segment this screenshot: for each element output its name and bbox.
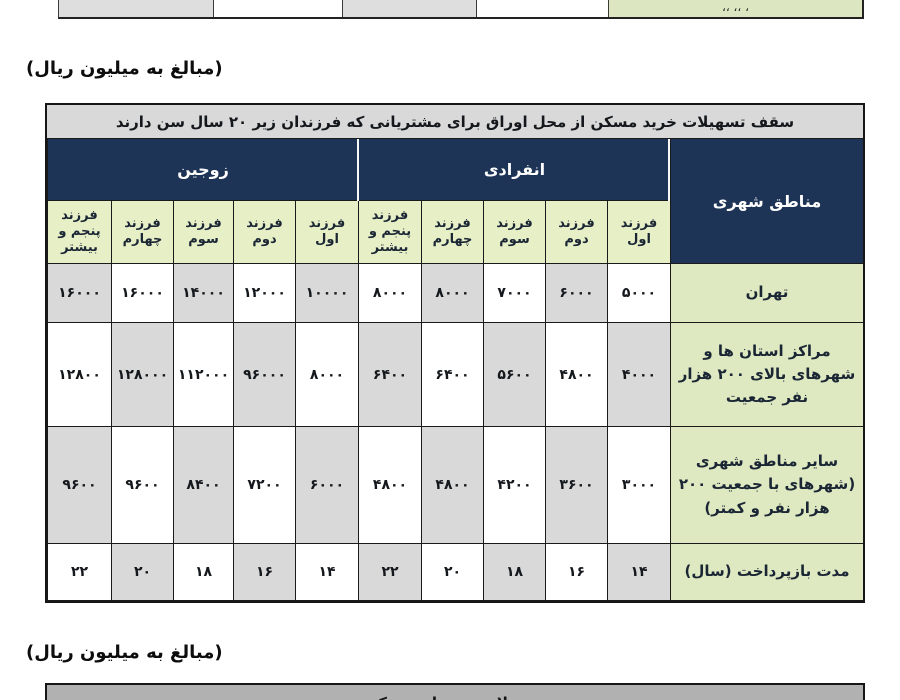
cropped-text-fragment: ،، ،، ،	[722, 0, 749, 14]
value-cell: ۱۸	[173, 544, 233, 601]
value-cell: ۱۲۸۰۰	[47, 323, 111, 427]
value-cell: ۴۸۰۰	[545, 323, 607, 427]
value-cell: ۳۶۰۰	[545, 427, 607, 544]
amounts-note-top: (مبالغ به میلیون ریال)	[26, 58, 223, 79]
value-cell: ۹۶۰۰	[47, 427, 111, 544]
value-cell: ۱۱۲۰۰۰	[173, 323, 233, 427]
group-divider	[357, 139, 359, 201]
cropped-cell	[214, 0, 343, 17]
value-cell: ۱۲۸۰۰۰	[111, 323, 173, 427]
value-cell: ۷۲۰۰	[233, 427, 295, 544]
child-header-individual-2: فرزند دوم	[545, 201, 607, 264]
group-header-couples: زوجین	[47, 139, 358, 201]
value-cell: ۴۸۰۰	[421, 427, 483, 544]
value-cell: ۲۲	[47, 544, 111, 601]
value-cell: ۱۴	[295, 544, 358, 601]
bottom-cropped-table: تسهیلات تعمیرات مسکن	[45, 683, 865, 700]
value-cell: ۸۰۰۰	[295, 323, 358, 427]
value-cell: ۲۲	[358, 544, 421, 601]
cropped-cell	[343, 0, 477, 17]
value-cell: ۴۰۰۰	[607, 323, 670, 427]
value-cell: ۹۶۰۰۰	[233, 323, 295, 427]
value-cell: ۱۸	[483, 544, 545, 601]
value-cell: ۶۰۰۰	[295, 427, 358, 544]
value-cell: ۶۴۰۰	[421, 323, 483, 427]
value-cell: ۴۸۰۰	[358, 427, 421, 544]
child-header-individual-3: فرزند سوم	[483, 201, 545, 264]
group-header-individual: انفرادی	[358, 139, 670, 201]
value-cell: ۱۶	[233, 544, 295, 601]
bottom-table-title: تسهیلات تعمیرات مسکن	[47, 694, 863, 700]
main-table-grid: سقف تسهیلات خرید مسکن از محل اوراق برای …	[47, 105, 863, 601]
cropped-cell	[477, 0, 609, 17]
value-cell: ۸۴۰۰	[173, 427, 233, 544]
cropped-cell-green: ،، ،، ،	[609, 0, 862, 17]
value-cell: ۸۰۰۰	[421, 264, 483, 323]
cropped-cell	[59, 0, 214, 17]
regions-header: مناطق شهری	[670, 139, 863, 264]
value-cell: ۸۰۰۰	[358, 264, 421, 323]
value-cell: ۵۰۰۰	[607, 264, 670, 323]
value-cell: ۱۴	[607, 544, 670, 601]
child-header-individual-4: فرزند چهارم	[421, 201, 483, 264]
value-cell: ۲۰	[111, 544, 173, 601]
table-title: سقف تسهیلات خرید مسکن از محل اوراق برای …	[47, 105, 863, 139]
child-header-couples-5: فرزند پنجم و بیشتر	[47, 201, 111, 264]
repayment-row-label: مدت بازپرداخت (سال)	[670, 544, 863, 601]
value-cell: ۱۴۰۰۰	[173, 264, 233, 323]
top-cropped-table: ،، ،، ،	[58, 0, 864, 19]
child-header-individual-5: فرزند پنجم و بیشتر	[358, 201, 421, 264]
value-cell: ۱۰۰۰۰	[295, 264, 358, 323]
value-cell: ۱۲۰۰۰	[233, 264, 295, 323]
main-table: سقف تسهیلات خرید مسکن از محل اوراق برای …	[45, 103, 865, 603]
child-header-couples-4: فرزند چهارم	[111, 201, 173, 264]
child-header-couples-1: فرزند اول	[295, 201, 358, 264]
value-cell: ۴۲۰۰	[483, 427, 545, 544]
value-cell: ۹۶۰۰	[111, 427, 173, 544]
amounts-note-bottom: (مبالغ به میلیون ریال)	[26, 642, 223, 663]
child-header-individual-1: فرزند اول	[607, 201, 670, 264]
group-divider	[668, 139, 670, 201]
value-cell: ۱۶۰۰۰	[111, 264, 173, 323]
value-cell: ۶۴۰۰	[358, 323, 421, 427]
value-cell: ۷۰۰۰	[483, 264, 545, 323]
region-row-label-tehran: تهران	[670, 264, 863, 323]
value-cell: ۱۶۰۰۰	[47, 264, 111, 323]
value-cell: ۶۰۰۰	[545, 264, 607, 323]
region-row-label-other-urban: سایر مناطق شهری (شهرهای با جمعیت ۲۰۰ هزا…	[670, 427, 863, 544]
child-header-couples-3: فرزند سوم	[173, 201, 233, 264]
value-cell: ۵۶۰۰	[483, 323, 545, 427]
child-header-couples-2: فرزند دوم	[233, 201, 295, 264]
value-cell: ۱۶	[545, 544, 607, 601]
value-cell: ۲۰	[421, 544, 483, 601]
region-row-label-province-centers: مراکز استان ها و شهرهای بالای ۲۰۰ هزار ن…	[670, 323, 863, 427]
value-cell: ۳۰۰۰	[607, 427, 670, 544]
